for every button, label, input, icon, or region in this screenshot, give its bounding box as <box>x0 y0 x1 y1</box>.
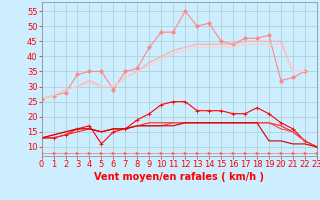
X-axis label: Vent moyen/en rafales ( km/h ): Vent moyen/en rafales ( km/h ) <box>94 172 264 182</box>
